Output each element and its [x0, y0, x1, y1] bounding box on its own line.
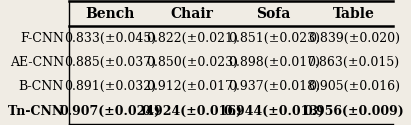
Text: F-CNN: F-CNN — [20, 32, 64, 44]
Text: 0.833(±0.045): 0.833(±0.045) — [64, 32, 156, 44]
Text: B-CNN: B-CNN — [18, 80, 64, 94]
Text: 0.924(±0.016): 0.924(±0.016) — [141, 105, 242, 118]
Text: 0.898(±0.017): 0.898(±0.017) — [228, 56, 320, 69]
Text: Table: Table — [333, 7, 374, 21]
Text: 0.907(±0.024): 0.907(±0.024) — [60, 105, 161, 118]
Text: AE-CNN: AE-CNN — [9, 56, 64, 69]
Text: Chair: Chair — [171, 7, 213, 21]
Text: 0.891(±0.032): 0.891(±0.032) — [64, 80, 156, 94]
Text: 0.912(±0.017): 0.912(±0.017) — [146, 80, 238, 94]
Text: Sofa: Sofa — [256, 7, 291, 21]
Text: 0.956(±0.009): 0.956(±0.009) — [303, 105, 404, 118]
Text: Tn-CNN: Tn-CNN — [7, 105, 64, 118]
Text: 0.839(±0.020): 0.839(±0.020) — [308, 32, 399, 44]
Text: 0.850(±0.023): 0.850(±0.023) — [146, 56, 238, 69]
Text: 0.851(±0.023): 0.851(±0.023) — [228, 32, 320, 44]
Text: 0.822(±0.021): 0.822(±0.021) — [146, 32, 238, 44]
Text: 0.944(±0.013): 0.944(±0.013) — [223, 105, 324, 118]
Text: Bench: Bench — [85, 7, 135, 21]
Text: 0.937(±0.018): 0.937(±0.018) — [228, 80, 320, 94]
Text: 0.885(±0.037): 0.885(±0.037) — [64, 56, 156, 69]
Text: 0.905(±0.016): 0.905(±0.016) — [308, 80, 399, 94]
Text: 0.863(±0.015): 0.863(±0.015) — [307, 56, 400, 69]
